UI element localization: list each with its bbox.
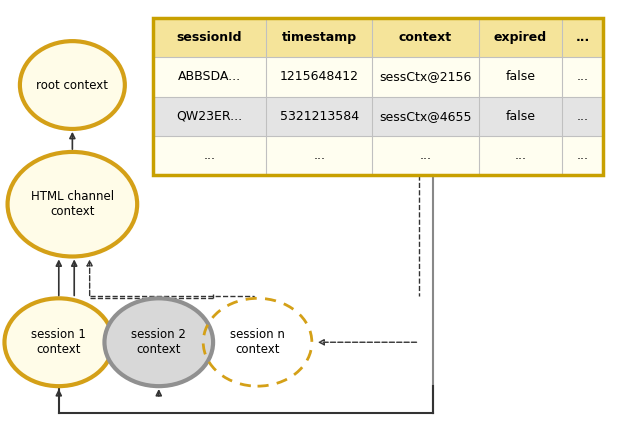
Text: root context: root context [37, 79, 108, 91]
Text: ...: ... [515, 149, 526, 162]
Bar [266, 136, 373, 175]
Text: ...: ... [203, 149, 215, 162]
Bar [266, 57, 373, 96]
Text: sessCtx@2156: sessCtx@2156 [379, 70, 472, 83]
Bar [373, 136, 479, 175]
Bar [266, 96, 373, 136]
Text: QW23ER...: QW23ER... [176, 109, 242, 123]
Bar [479, 96, 562, 136]
Text: 1215648412: 1215648412 [280, 70, 359, 83]
Bar [153, 96, 266, 136]
Bar [562, 18, 603, 57]
Text: sessCtx@4655: sessCtx@4655 [379, 109, 472, 123]
Text: ABBSDA...: ABBSDA... [178, 70, 241, 83]
Bar [153, 57, 266, 96]
Bar [479, 18, 562, 57]
Text: ...: ... [420, 149, 432, 162]
Text: session 1
context: session 1 context [32, 328, 86, 356]
Bar [479, 57, 562, 96]
Text: timestamp: timestamp [281, 31, 357, 44]
Text: ...: ... [577, 109, 589, 123]
Bar [373, 96, 479, 136]
Bar [153, 18, 266, 57]
Bar [373, 18, 479, 57]
Text: ...: ... [577, 149, 589, 162]
Ellipse shape [104, 298, 213, 386]
Text: ...: ... [577, 70, 589, 83]
Ellipse shape [4, 298, 113, 386]
Ellipse shape [7, 152, 137, 256]
Text: sessionId: sessionId [177, 31, 242, 44]
Bar [153, 18, 603, 175]
Bar [562, 96, 603, 136]
Text: false: false [505, 70, 536, 83]
Text: expired: expired [494, 31, 547, 44]
Text: false: false [505, 109, 536, 123]
Text: ...: ... [575, 31, 590, 44]
Text: context: context [399, 31, 452, 44]
Bar [153, 136, 266, 175]
Bar [266, 18, 373, 57]
Text: session 2
context: session 2 context [131, 328, 186, 356]
Bar [562, 57, 603, 96]
Bar [562, 136, 603, 175]
Text: session n
context: session n context [230, 328, 285, 356]
Bar [479, 136, 562, 175]
Text: 5321213584: 5321213584 [280, 109, 359, 123]
Ellipse shape [20, 41, 125, 129]
Text: HTML channel
context: HTML channel context [31, 190, 114, 218]
Bar [373, 57, 479, 96]
Text: ...: ... [313, 149, 326, 162]
